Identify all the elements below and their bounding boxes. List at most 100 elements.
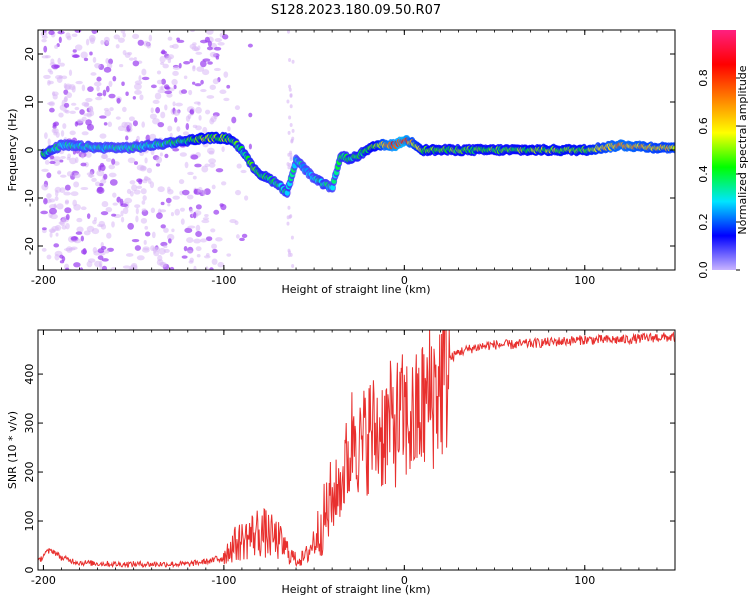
spectrogram-noise-blob — [55, 232, 59, 237]
spectrogram-noise-blob — [167, 36, 173, 41]
spectrogram-noise-blob — [188, 260, 194, 264]
spectrogram-noise-blob — [173, 109, 181, 116]
spectrogram-noise-blob — [112, 75, 117, 82]
spectrogram-noise-blob — [87, 86, 94, 92]
spectrogram-noise-blob — [96, 76, 102, 82]
spectrogram-noise-blob — [213, 67, 221, 72]
spectrogram-noise-blob — [211, 184, 216, 190]
spectrogram-noise-blob — [49, 232, 53, 238]
spectrogram-ridge — [40, 131, 675, 198]
spectrogram-noise-blob — [201, 219, 210, 224]
spectrogram-noise-blob — [183, 75, 188, 80]
spectrogram-noise-blob — [133, 189, 141, 195]
spectrogram-noise-blob — [79, 267, 84, 270]
spectrogram-noise-blob — [105, 206, 113, 213]
spectrogram-noise-blob — [103, 36, 110, 43]
spectrogram-noise-blob — [113, 161, 120, 166]
spectrogram-noise-blob — [164, 90, 173, 95]
spectrogram-noise-blob — [53, 243, 60, 248]
spectrogram-noise-blob — [108, 93, 116, 99]
spectrogram-noise-blob — [288, 87, 292, 92]
spectrogram-noise-blob — [132, 120, 138, 127]
spectrogram-noise-blob — [187, 225, 196, 229]
spectrogram-noise-blob — [83, 113, 92, 117]
colorbar-tick-label: 0.2 — [697, 213, 710, 231]
spectrogram-noise-blob — [116, 97, 121, 104]
spectrogram-noise-blob — [97, 248, 105, 254]
spectrogram-noise-blob — [131, 238, 140, 243]
spectrogram-noise-blob — [73, 172, 81, 179]
spectrogram-noise-blob — [157, 254, 163, 262]
spectrogram-noise-blob — [223, 97, 230, 102]
spectrogram-noise-blob — [290, 235, 294, 240]
spectrogram-noise-blob — [167, 203, 171, 207]
spectrogram-noise-blob — [149, 113, 157, 120]
spectrogram-noise-blob — [73, 181, 80, 188]
spectrogram-noise-blob — [64, 184, 71, 191]
spectrogram-noise-blob — [141, 68, 147, 76]
snr-y-tick-label: 0 — [23, 567, 36, 574]
spectrogram-noise-blob — [86, 213, 91, 219]
spectrogram-noise-blob — [204, 213, 209, 218]
spectrogram-noise-blob — [61, 256, 66, 262]
spectrogram-noise-blob — [71, 33, 78, 37]
spectrogram-noise-blob — [94, 62, 101, 69]
spectrogram-noise-blob — [120, 210, 124, 217]
spectrogram-noise-blob — [194, 163, 202, 168]
spectrogram-noise-blob — [93, 81, 102, 87]
spectrogram-noise-blob — [133, 161, 139, 165]
spectrogram-noise-blob — [195, 125, 202, 131]
spectrogram-noise-blob — [134, 245, 141, 251]
spectrogram-noise-blob — [287, 30, 291, 34]
spectrogram-noise-blob — [167, 238, 172, 244]
spectrogram-noise-blob — [207, 40, 212, 47]
spectrogram-noise-blob — [179, 152, 187, 157]
spectrogram-noise-blob — [240, 169, 247, 174]
spectrogram-noise-blob — [52, 94, 58, 100]
spectrogram-noise-blob — [81, 153, 85, 159]
spectrogram-noise-blob — [80, 51, 88, 59]
spectrogram-noise-blob — [63, 191, 71, 196]
spectrogram-noise-blob — [167, 58, 172, 64]
spectrogram-noise-blob — [91, 177, 97, 183]
spectrogram-noise-blob — [103, 173, 108, 180]
spectrogram-noise-blob — [217, 261, 225, 268]
spectrogram-noise-blob — [220, 181, 227, 186]
spectrogram-noise-blob — [134, 89, 142, 95]
spectrogram-noise-blob — [105, 157, 112, 162]
spectrogram-noise-blob — [57, 57, 61, 65]
spectrogram-noise-blob — [223, 71, 229, 78]
spectrogram-y-label: Frequency (Hz) — [6, 109, 19, 192]
spectrogram-noise-blob — [204, 109, 211, 115]
spectrogram-noise-blob — [62, 123, 67, 129]
spectrogram-noise-blob — [176, 126, 181, 132]
spectrogram-noise-blob — [141, 121, 145, 128]
spectrogram-noise-blob — [182, 131, 189, 136]
spectrogram-noise-blob — [85, 97, 93, 102]
spectrogram-noise-blob — [163, 227, 169, 233]
spectrogram-noise-blob — [76, 118, 85, 124]
spectrogram-noise-blob — [190, 30, 195, 33]
spectrogram-noise-blob — [49, 155, 55, 160]
snr-x-tick-label: 100 — [574, 574, 595, 587]
spectrogram-noise-blob — [101, 258, 109, 262]
spectrogram-noise-blob — [48, 30, 55, 36]
spectrogram-noise-blob — [142, 246, 150, 251]
colorbar-ticks: 0.0 0.2 0.4 0.6 0.8 — [697, 69, 740, 279]
spectrogram-noise-blob — [76, 217, 83, 223]
spectrogram-noise-blob — [99, 133, 107, 139]
spectrogram-noise-blob — [291, 263, 295, 268]
spectrogram-noise-blob — [291, 128, 295, 133]
spectrogram-noise-blob — [155, 163, 161, 167]
spectrogram-noise-blob — [59, 174, 67, 178]
spectrogram-noise-blob — [128, 116, 135, 122]
spectrogram-noise-blob — [65, 267, 70, 270]
spectrogram-noise-blob — [184, 227, 193, 234]
spectrogram-noise-blob — [46, 193, 52, 199]
spectrogram-noise-blob — [208, 158, 217, 164]
colorbar-tick-label: 0.4 — [697, 165, 710, 183]
spectrogram-noise-blob — [41, 247, 47, 252]
spectrogram-noise-blob — [200, 60, 207, 68]
spectrogram-noise-blob — [64, 109, 70, 114]
spectrogram-noise-blob — [66, 171, 73, 177]
